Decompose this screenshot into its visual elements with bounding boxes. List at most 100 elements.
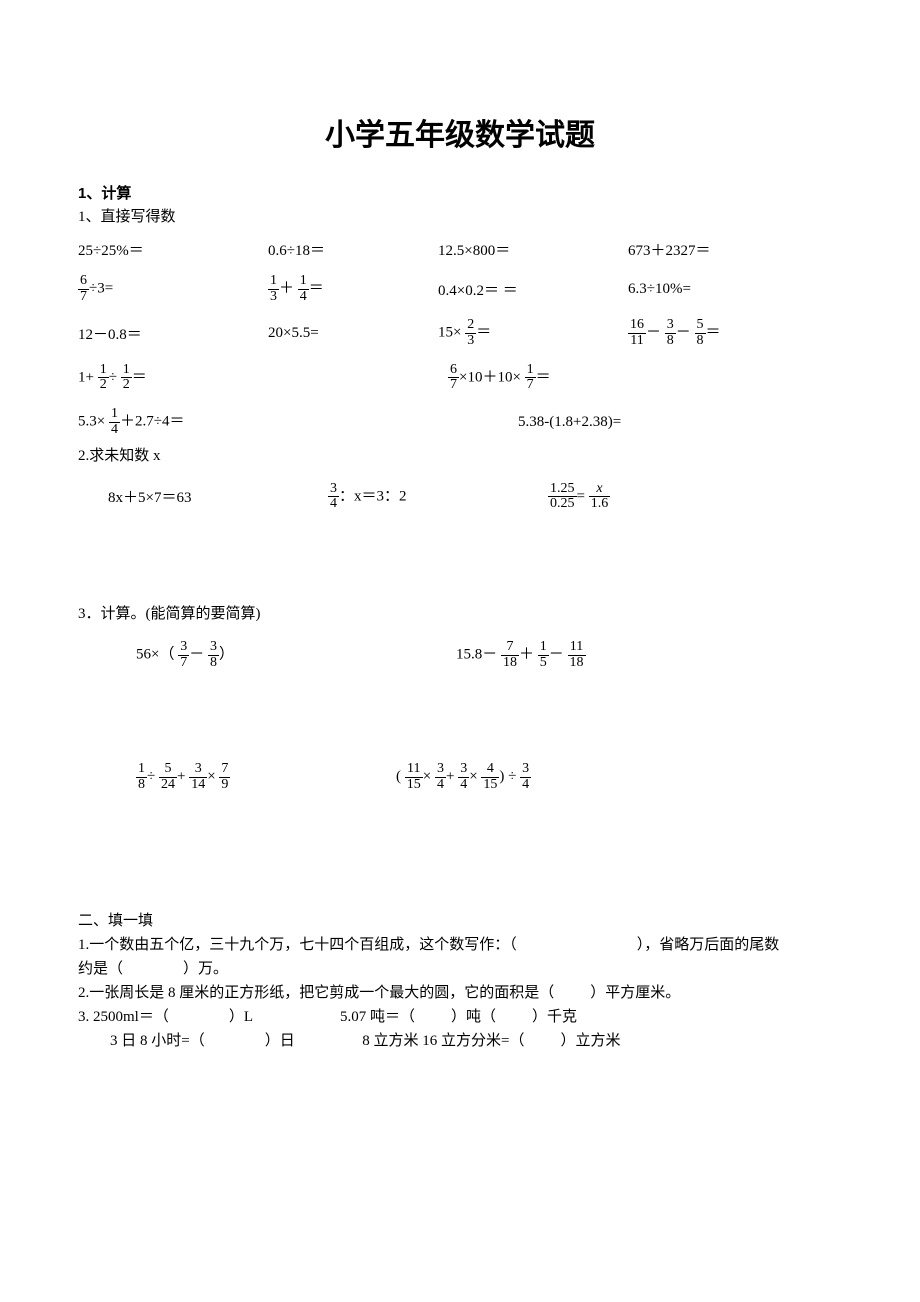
r2b: 1 3 ＋ 1 4 ＝ bbox=[268, 274, 438, 304]
r3b: 20×5.5= bbox=[268, 325, 438, 342]
frac: 1.25 0.25 bbox=[548, 482, 577, 512]
txt: 3. 2500ml＝（ bbox=[78, 1009, 169, 1025]
frac: 3 4 bbox=[458, 762, 469, 792]
txt: 5.3× bbox=[78, 414, 105, 430]
page: 小学五年级数学试题 1、计算 1、直接写得数 25÷25%＝ 0.6÷18＝ 1… bbox=[0, 0, 920, 1302]
num: 1 bbox=[109, 407, 120, 422]
op: × bbox=[469, 769, 477, 785]
num: 3 bbox=[458, 762, 469, 777]
r6c: 1.25 0.25 = x 1.6 bbox=[548, 482, 610, 512]
r2c: 0.4×0.2＝ ＝ bbox=[438, 279, 628, 300]
r2d: 6.3÷10%= bbox=[628, 281, 808, 298]
op: － bbox=[189, 647, 204, 663]
frac: 3 8 bbox=[665, 318, 676, 348]
r5b: 5.38-(1.8+2.38)= bbox=[448, 414, 888, 431]
num: 6 bbox=[448, 363, 459, 378]
op: － bbox=[646, 325, 661, 341]
op: － bbox=[676, 325, 691, 341]
r1a: 25÷25%＝ bbox=[78, 239, 268, 260]
r1c: 12.5×800＝ bbox=[438, 239, 628, 260]
num: 1 bbox=[298, 274, 309, 289]
den: 24 bbox=[159, 777, 177, 793]
num: 1.25 bbox=[548, 482, 577, 497]
frac: 6 7 bbox=[448, 363, 459, 393]
den: 4 bbox=[328, 496, 339, 512]
num: 6 bbox=[78, 274, 89, 289]
num: 5 bbox=[159, 762, 177, 777]
r4a: 1+ 1 2 ÷ 1 2 ＝ bbox=[78, 363, 448, 393]
frac: 3 4 bbox=[435, 762, 446, 792]
r3c: 15× 2 3 ＝ bbox=[438, 318, 628, 348]
txt: ）千克 bbox=[532, 1009, 577, 1025]
num: 2 bbox=[465, 318, 476, 333]
op: × bbox=[207, 769, 215, 785]
den: 15 bbox=[405, 777, 423, 793]
num: 3 bbox=[435, 762, 446, 777]
den: 11 bbox=[628, 333, 646, 349]
den: 2 bbox=[98, 377, 109, 393]
q3-line1: 3. 2500ml＝（）L 5.07 吨＝（）吨（）千克 bbox=[78, 1005, 842, 1029]
op: － bbox=[549, 647, 564, 663]
calc-row-2: 6 7 ÷3= 1 3 ＋ 1 4 ＝ 0.4×0.2＝ ＝ 6.3÷10%= bbox=[78, 274, 842, 304]
num: 1 bbox=[98, 363, 109, 378]
q2: 2.一张周长是 8 厘米的正方形纸，把它剪成一个最大的圆，它的面积是（）平方厘米… bbox=[78, 981, 842, 1005]
workspace-gap bbox=[78, 512, 842, 602]
frac: 7 9 bbox=[219, 762, 230, 792]
num: 7 bbox=[219, 762, 230, 777]
txt: ＝ bbox=[476, 325, 491, 341]
den: 14 bbox=[189, 777, 207, 793]
den: 8 bbox=[136, 777, 147, 793]
num: 7 bbox=[501, 640, 519, 655]
frac: 3 14 bbox=[189, 762, 207, 792]
frac: 1 3 bbox=[268, 274, 279, 304]
num: 1 bbox=[268, 274, 279, 289]
txt: ＝ bbox=[132, 369, 147, 385]
r6a: 8x＋5×7＝63 bbox=[108, 486, 328, 507]
den: 1.6 bbox=[589, 496, 611, 512]
frac: 1 8 bbox=[136, 762, 147, 792]
frac: 1 2 bbox=[121, 363, 132, 393]
num: 3 bbox=[665, 318, 676, 333]
num: 3 bbox=[189, 762, 207, 777]
q1-line2: 约是（）万。 bbox=[78, 957, 842, 981]
txt: ＝ bbox=[309, 281, 324, 297]
r5a: 5.3× 1 4 ＋2.7÷4＝ bbox=[78, 407, 448, 437]
txt: ) ÷ bbox=[499, 769, 516, 785]
txt: ） bbox=[219, 647, 234, 663]
num: 11 bbox=[568, 640, 586, 655]
den: 4 bbox=[298, 289, 309, 305]
frac: 1 5 bbox=[538, 640, 549, 670]
frac: 16 11 bbox=[628, 318, 646, 348]
txt: ＋2.7÷4＝ bbox=[120, 414, 184, 430]
r1d: 673＋2327＝ bbox=[628, 239, 808, 260]
frac: 5 8 bbox=[695, 318, 706, 348]
den: 4 bbox=[458, 777, 469, 793]
frac: 6 7 bbox=[78, 274, 89, 304]
num: 3 bbox=[178, 640, 189, 655]
calc-row-5: 5.3× 1 4 ＋2.7÷4＝ 5.38-(1.8+2.38)= bbox=[78, 407, 842, 437]
txt: ÷3= bbox=[89, 281, 113, 297]
r8a: 1 8 ÷ 5 24 + 3 14 × 7 9 bbox=[136, 762, 396, 792]
num: 3 bbox=[520, 762, 531, 777]
txt: ：x＝3：2 bbox=[339, 488, 407, 504]
den: 4 bbox=[109, 422, 120, 438]
sub-1-2: 2.求未知数 x bbox=[78, 444, 842, 468]
calc-row-4: 1+ 1 2 ÷ 1 2 ＝ 6 7 ×10＋10× 1 7 ＝ bbox=[78, 363, 842, 393]
txt: 15.8－ bbox=[456, 647, 497, 663]
num: 3 bbox=[208, 640, 219, 655]
r8: 1 8 ÷ 5 24 + 3 14 × 7 9 ( 11 15 × 3 bbox=[78, 762, 842, 792]
den: 3 bbox=[268, 289, 279, 305]
calc-row-3: 12－0.8＝ 20×5.5= 15× 2 3 ＝ 16 11 － 3 8 － … bbox=[78, 318, 842, 348]
txt: 15× bbox=[438, 325, 461, 341]
den: 4 bbox=[435, 777, 446, 793]
txt: ）吨（ bbox=[451, 1009, 496, 1025]
num: 5 bbox=[695, 318, 706, 333]
den: 2 bbox=[121, 377, 132, 393]
den: 7 bbox=[78, 289, 89, 305]
q1-line1: 1.一个数由五个亿，三十九个万，七十四个百组成，这个数写作：（），省略万后面的尾… bbox=[78, 933, 842, 957]
op: = bbox=[577, 488, 585, 504]
frac: 2 3 bbox=[465, 318, 476, 348]
op: ＋ bbox=[519, 647, 534, 663]
den: 7 bbox=[525, 377, 536, 393]
den: 8 bbox=[208, 655, 219, 671]
